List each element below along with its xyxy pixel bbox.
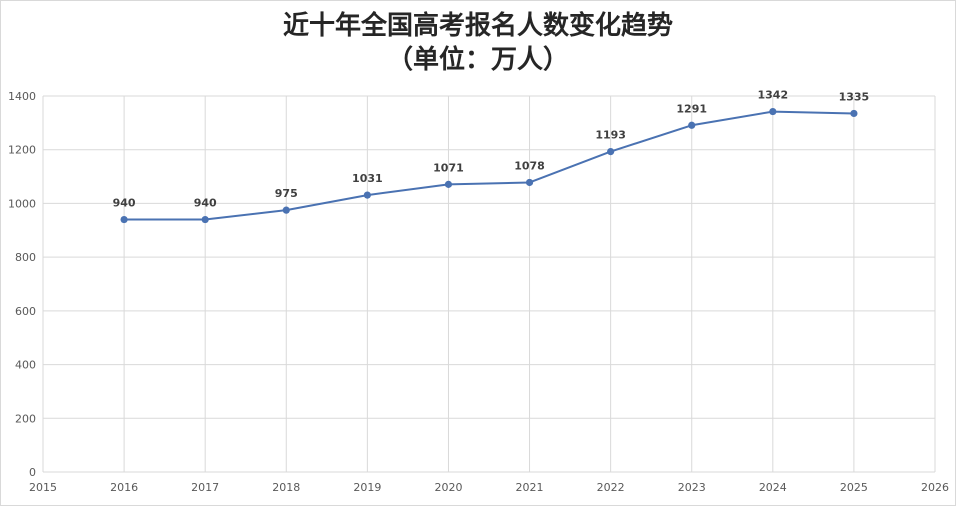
y-tick-label: 400 <box>15 359 36 372</box>
data-point <box>201 215 209 224</box>
x-tick-label: 2016 <box>110 481 138 494</box>
y-tick-label: 0 <box>29 466 36 479</box>
data-label: 1335 <box>839 90 870 103</box>
x-tick-label: 2024 <box>759 481 787 494</box>
data-label: 940 <box>194 197 217 210</box>
x-tick-label: 2023 <box>678 481 706 494</box>
x-tick-label: 2020 <box>434 481 462 494</box>
x-tick-label: 2025 <box>840 481 868 494</box>
x-tick-label: 2022 <box>597 481 625 494</box>
data-point <box>120 215 128 224</box>
data-point <box>363 191 371 199</box>
x-tick-label: 2021 <box>516 481 544 494</box>
y-tick-label: 1200 <box>8 144 36 157</box>
chart-title: 近十年全国高考报名人数变化趋势 <box>282 11 673 41</box>
chart-subtitle: （单位：万人） <box>386 45 569 75</box>
data-point <box>688 121 696 129</box>
data-point <box>850 109 858 118</box>
x-tick-label: 2026 <box>921 481 949 494</box>
y-tick-label: 600 <box>15 305 36 318</box>
y-tick-label: 1000 <box>8 197 36 210</box>
data-label: 940 <box>113 197 136 210</box>
data-label: 1078 <box>514 159 545 172</box>
data-label: 1031 <box>352 172 383 185</box>
data-label: 1071 <box>433 161 464 174</box>
data-point <box>769 107 777 116</box>
y-tick-label: 1400 <box>8 90 36 103</box>
x-tick-label: 2015 <box>29 481 57 494</box>
data-point <box>607 147 615 156</box>
data-label: 1291 <box>676 102 707 115</box>
axes: 0 200 400 600 800 1000 1200 1400 2015 2016 2017 201… <box>8 90 949 494</box>
data-label: 1193 <box>595 129 626 142</box>
series-line <box>124 110 854 221</box>
data-labels: 940 940 975 1031 1071 1078 1193 1291 1342 1335 <box>113 89 870 210</box>
data-point <box>444 180 453 188</box>
grid-lines <box>42 95 936 473</box>
data-label: 1342 <box>758 89 789 102</box>
y-tick-label: 800 <box>15 251 36 264</box>
y-tick-label: 200 <box>15 412 36 425</box>
data-point <box>525 178 534 187</box>
x-tick-label: 2019 <box>353 481 381 494</box>
data-label: 975 <box>275 187 298 200</box>
series-layer <box>120 107 858 224</box>
x-tick-label: 2018 <box>272 481 300 494</box>
x-tick-label: 2017 <box>191 481 219 494</box>
data-point <box>282 206 290 214</box>
